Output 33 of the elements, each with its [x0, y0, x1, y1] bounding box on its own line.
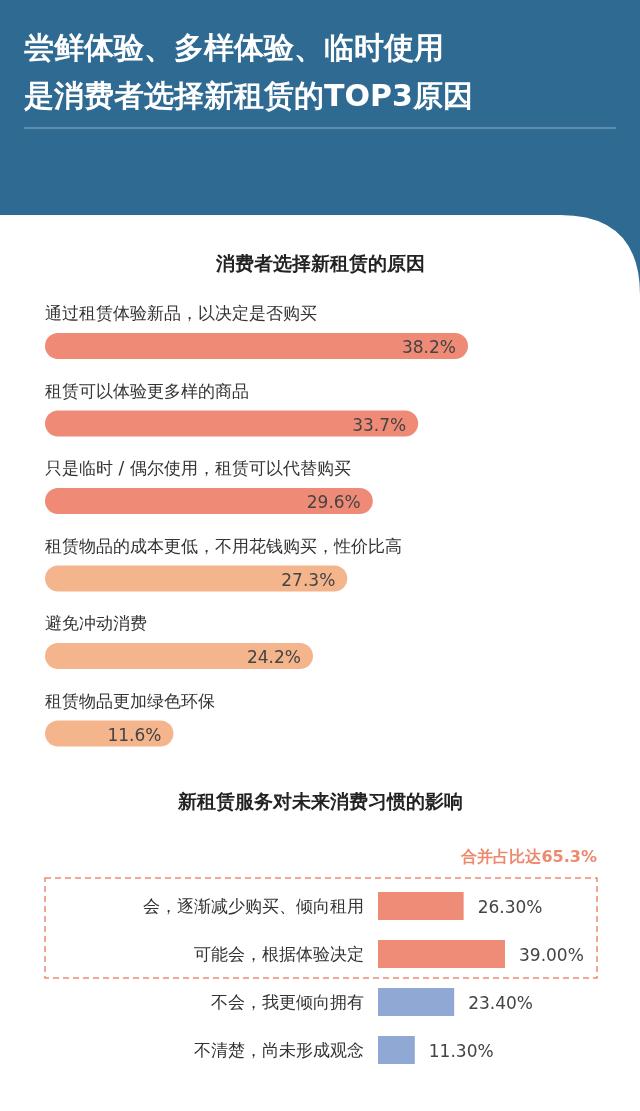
bar	[378, 892, 464, 920]
data-label: 26.30%	[477, 897, 543, 917]
bar	[45, 488, 373, 514]
data-label: 39.00%	[519, 945, 584, 965]
bar	[45, 333, 468, 359]
y-tick-label: 只是临时 / 偶尔使用，租赁可以代替购买	[45, 458, 351, 478]
bar	[45, 410, 419, 437]
y-tick-label: 租赁可以体验更多样的商品	[45, 380, 249, 401]
bar	[378, 940, 505, 968]
data-label: 11.30%	[428, 1041, 494, 1061]
bar	[378, 988, 455, 1016]
y-tick-label: 不会，我更倾向拥有	[211, 992, 364, 1012]
bar	[45, 565, 348, 592]
data-label: 27.3%	[281, 569, 336, 590]
data-label: 33.7%	[352, 414, 407, 435]
chart-title: 新租赁服务对未来消费习惯的影响	[176, 790, 463, 812]
y-tick-label: 会，逐渐减少购买、倾向租用	[143, 896, 364, 916]
chart-title: 尝鲜体验、多样体验、临时使用是消费者选择新租赁的TOP3原因	[23, 30, 473, 113]
chart-subtitle: 消费者选择新租赁的原因	[214, 252, 425, 274]
y-tick-label: 不清楚，尚未形成观念	[194, 1040, 364, 1060]
data-label: 24.2%	[246, 647, 301, 667]
y-tick-label: 通过租赁体验新品，以决定是否购买	[45, 303, 317, 323]
data-label: 23.40%	[468, 993, 534, 1013]
y-tick-label: 租赁物品更加绿色环保	[45, 690, 215, 711]
data-label: 29.6%	[306, 492, 361, 512]
bar	[378, 1036, 415, 1064]
y-tick-label: 租赁物品的成本更低，不用花钱购买，性价比高	[45, 535, 402, 556]
data-label: 11.6%	[107, 724, 162, 745]
y-tick-label: 避免冲动消费	[45, 613, 147, 633]
text: 合并占比达65.3%	[460, 847, 597, 866]
bar	[45, 643, 313, 669]
y-tick-label: 可能会，根据体验决定	[194, 944, 364, 964]
data-label: 38.2%	[401, 337, 456, 357]
